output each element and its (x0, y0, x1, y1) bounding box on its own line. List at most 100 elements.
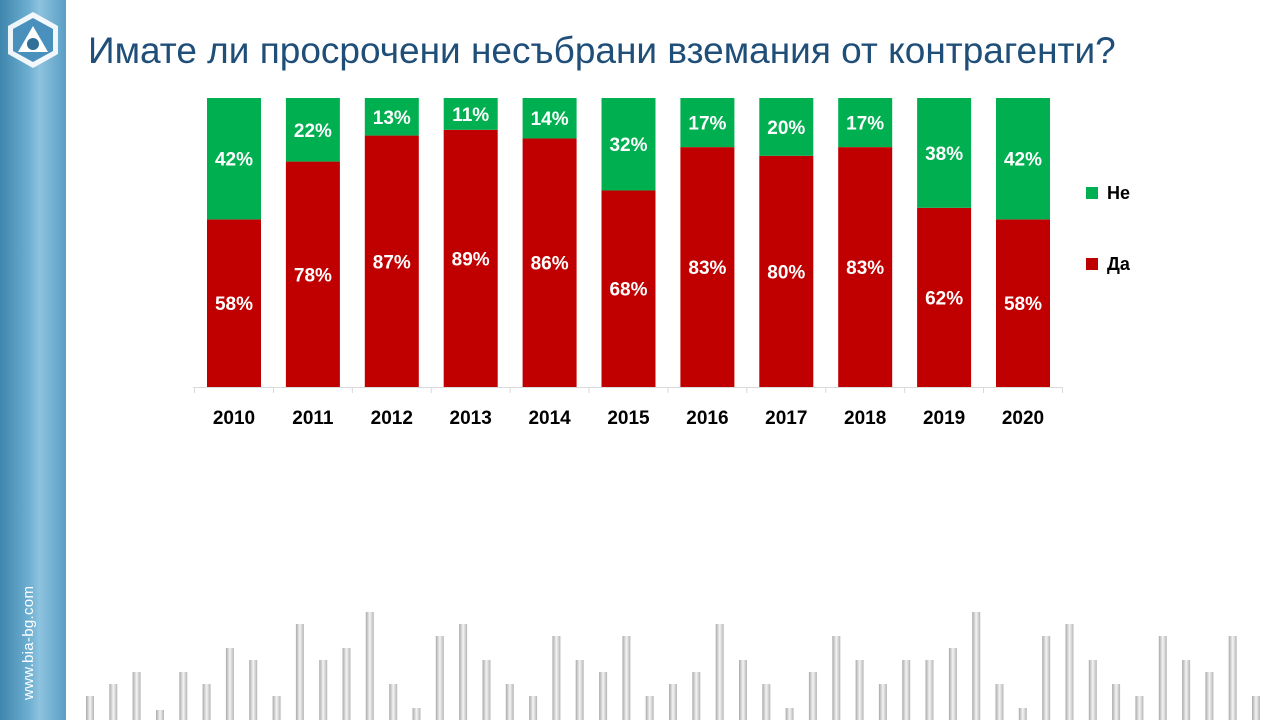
x-tick-label: 2015 (607, 408, 650, 429)
bar-da-2015 (601, 190, 656, 387)
x-tick-label: 2010 (213, 408, 255, 429)
bar-da-2016 (680, 147, 735, 387)
bar-ne-2014 (522, 98, 577, 139)
x-tick-label: 2016 (686, 408, 728, 429)
legend-swatch (1086, 258, 1098, 270)
decor-bar (505, 684, 514, 720)
decor-bar (948, 648, 957, 720)
data-label: 20% (767, 118, 805, 139)
legend-label: Не (1107, 183, 1130, 203)
bar-da-2012 (364, 135, 419, 387)
decor-bar (785, 708, 794, 720)
decor-bar (529, 696, 538, 720)
decor-bar (645, 696, 654, 720)
decor-bar (295, 624, 304, 720)
decor-bar (319, 660, 328, 720)
decor-bar (179, 672, 188, 720)
x-tick-label: 2011 (292, 408, 334, 429)
data-label: 89% (452, 249, 490, 270)
sidebar: www.bia-bg.com (0, 0, 66, 720)
data-label: 62% (925, 288, 963, 309)
decor-bar (1228, 636, 1237, 720)
decor-bar (692, 672, 701, 720)
data-label: 83% (846, 258, 884, 279)
decor-bar (249, 660, 258, 720)
x-tick-label: 2012 (371, 408, 413, 429)
decor-bar (599, 672, 608, 720)
data-label: 78% (294, 265, 332, 286)
decor-bar (808, 672, 817, 720)
data-label: 32% (609, 135, 647, 156)
bar-ne-2011 (285, 98, 340, 162)
decor-bar (482, 660, 491, 720)
bar-da-2013 (443, 129, 498, 388)
data-label: 58% (1004, 294, 1042, 315)
x-tick-label: 2017 (765, 408, 807, 429)
bar-ne-2019 (917, 98, 972, 208)
data-label: 86% (531, 254, 569, 275)
decor-bar (202, 684, 211, 720)
bar-da-2010 (207, 219, 261, 387)
decor-bar (412, 708, 421, 720)
data-label: 14% (531, 109, 569, 130)
decor-bar (225, 648, 234, 720)
decor-bar (1158, 636, 1167, 720)
data-label: 58% (215, 294, 253, 315)
bar-ne-2013 (443, 98, 498, 130)
decor-bar (1112, 684, 1121, 720)
decor-bar (739, 660, 747, 720)
data-label: 13% (373, 108, 411, 129)
decor-bar (1042, 636, 1051, 720)
data-label: 17% (846, 114, 884, 135)
decor-bar (1088, 660, 1097, 720)
x-tick-label: 2014 (528, 408, 571, 429)
data-label: 42% (1004, 150, 1042, 171)
x-tick-label: 2019 (923, 408, 965, 429)
decor-bar (622, 636, 631, 720)
bar-ne-2016 (680, 98, 735, 148)
decor-bar (855, 660, 864, 720)
decor-bar (272, 696, 281, 720)
bar-da-2020 (996, 219, 1050, 387)
bar-da-2017 (759, 155, 814, 387)
decor-bar (1135, 696, 1144, 720)
decor-bar (1252, 696, 1260, 720)
decor-bar (365, 612, 374, 720)
bar-ne-2017 (759, 98, 814, 156)
decor-bar (762, 684, 771, 720)
decor-bar (972, 612, 981, 720)
data-label: 17% (688, 114, 726, 135)
data-label: 22% (294, 121, 332, 142)
bar-ne-2020 (996, 98, 1050, 220)
decor-bar (1182, 660, 1191, 720)
data-label: 42% (215, 150, 253, 171)
legend-swatch (1086, 187, 1098, 199)
decor-bar (1018, 708, 1027, 720)
bar-ne-2012 (364, 98, 419, 136)
x-tick-label: 2020 (1002, 408, 1044, 429)
decor-bar (156, 710, 164, 720)
bar-da-2011 (285, 161, 340, 387)
decor-bar (878, 684, 887, 720)
data-label: 83% (688, 258, 726, 279)
decor-bar (389, 684, 398, 720)
decor-bar (832, 636, 841, 720)
decor-bar (459, 624, 468, 720)
data-label: 87% (373, 252, 411, 273)
decor-bar (902, 660, 911, 720)
decor-bar (552, 636, 561, 720)
bia-logo (8, 12, 58, 68)
x-tick-label: 2018 (844, 408, 886, 429)
bar-da-2019 (917, 207, 972, 387)
data-label: 80% (767, 262, 805, 283)
legend-label: Да (1107, 254, 1131, 274)
x-tick-label: 2013 (450, 408, 492, 429)
bar-da-2018 (838, 147, 893, 387)
decor-bar (669, 684, 677, 720)
decor-bar (1205, 672, 1214, 720)
decor-bar (995, 684, 1004, 720)
bar-ne-2018 (838, 98, 893, 148)
decor-bar (435, 636, 444, 720)
